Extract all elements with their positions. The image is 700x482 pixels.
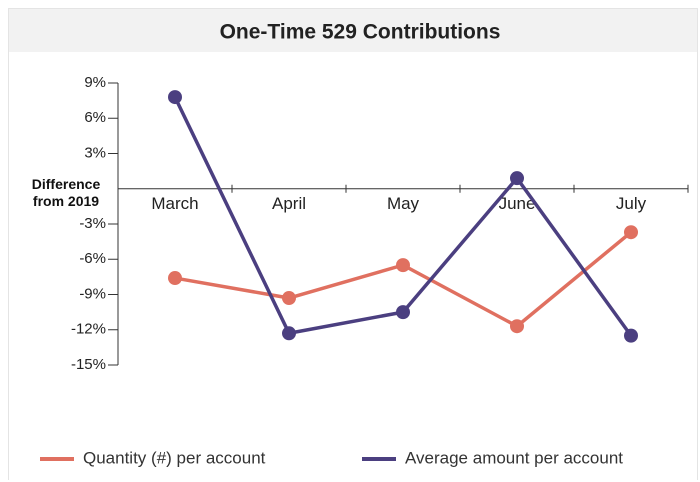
y-tick-label: -3% xyxy=(79,215,106,232)
y-tick-label: -15% xyxy=(71,356,106,373)
chart-frame xyxy=(8,8,698,480)
data-point xyxy=(396,258,410,273)
data-point xyxy=(282,291,296,306)
data-point xyxy=(396,305,410,320)
title-bar xyxy=(9,9,697,52)
data-point xyxy=(624,328,638,343)
data-point xyxy=(510,319,524,334)
x-tick-label: May xyxy=(387,194,420,213)
y-tick-label: -9% xyxy=(79,285,106,302)
x-tick-label: July xyxy=(616,194,647,213)
x-tick-label: March xyxy=(151,194,198,213)
chart-title: One-Time 529 Contributions xyxy=(220,21,501,44)
data-point xyxy=(168,90,182,105)
legend-label: Quantity (#) per account xyxy=(83,448,266,467)
data-point xyxy=(510,171,524,186)
x-tick-label: April xyxy=(272,194,306,213)
y-tick-label: 6% xyxy=(84,109,106,126)
x-tick-label: June xyxy=(499,194,536,213)
legend-label: Average amount per account xyxy=(405,448,623,467)
y-axis-label: Difference from 2019 xyxy=(31,176,101,209)
y-tick-label: -12% xyxy=(71,321,106,338)
data-point xyxy=(168,271,182,286)
y-tick-label: 9% xyxy=(84,74,106,91)
data-point xyxy=(624,225,638,240)
y-tick-label: 3% xyxy=(84,144,106,161)
data-point xyxy=(282,326,296,341)
y-tick-label: -6% xyxy=(79,250,106,267)
series-line xyxy=(173,96,633,337)
